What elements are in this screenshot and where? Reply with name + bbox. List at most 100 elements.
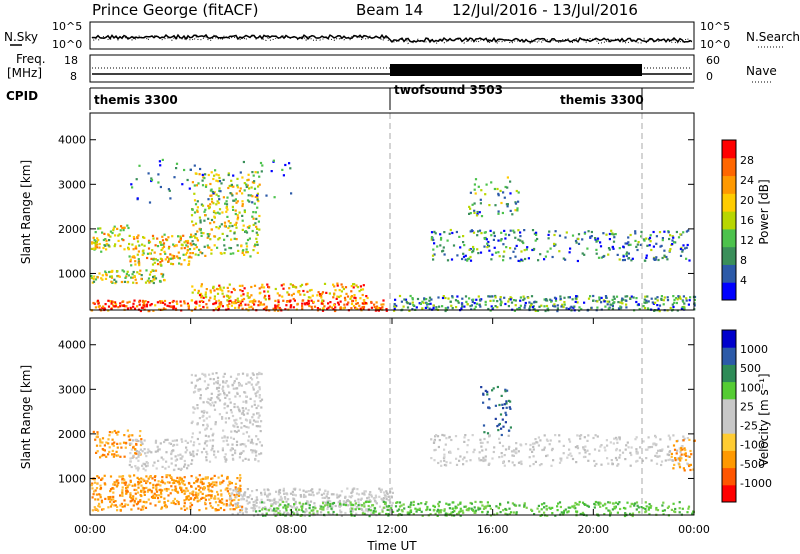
- range-cell-0: [186, 489, 190, 492]
- range-cell-7: [466, 444, 469, 447]
- range-cell-4: [208, 233, 211, 236]
- range-cell-6: [663, 509, 666, 512]
- range-cell-7: [497, 239, 500, 242]
- range-cell-7: [478, 459, 481, 462]
- range-cell-4: [236, 214, 239, 217]
- range-cell-7: [575, 241, 578, 244]
- range-cell-7: [648, 446, 651, 449]
- range-cell-0: [132, 302, 135, 305]
- range-cell-7: [680, 445, 683, 448]
- range-cell-6: [494, 294, 497, 298]
- range-cell-8: [506, 186, 509, 189]
- nsky-label: N.Sky: [4, 30, 38, 44]
- range-cell-0: [229, 495, 232, 498]
- range-cell-0: [272, 307, 275, 310]
- range-cell-3: [260, 452, 263, 455]
- range-cell-6: [425, 302, 428, 305]
- range-cell-6: [576, 301, 579, 304]
- range-cell-6: [554, 299, 558, 302]
- range-cell-6: [688, 299, 691, 302]
- range-cell-3: [193, 441, 196, 444]
- range-cell-3: [190, 235, 193, 238]
- range-cell-6: [487, 307, 490, 311]
- range-cell-0: [228, 482, 231, 485]
- range-cell-7: [635, 245, 638, 248]
- range-cell-3: [233, 380, 236, 383]
- range-cell-4: [348, 500, 351, 503]
- range-cell-3: [192, 411, 195, 414]
- range-cell-3: [247, 458, 250, 461]
- range-cell-6: [559, 295, 562, 298]
- xtick-1: 04:00: [175, 523, 207, 536]
- range-cell-0: [231, 504, 235, 507]
- range-cell-6: [524, 304, 527, 307]
- range-cell-6: [619, 301, 622, 304]
- range-cell-7: [652, 443, 655, 446]
- range-cell-6: [672, 295, 675, 298]
- range-cell-4: [379, 489, 382, 492]
- range-cell-5: [247, 296, 250, 299]
- range-cell-6: [412, 500, 415, 503]
- range-cell-0: [306, 303, 309, 306]
- range-cell-7: [610, 459, 613, 462]
- range-cell-6: [619, 305, 622, 308]
- range-cell-3: [134, 263, 137, 266]
- range-cell-7: [490, 258, 493, 261]
- range-cell-8: [506, 203, 509, 206]
- range-cell-0: [196, 500, 199, 503]
- range-cell-8: [486, 432, 490, 435]
- range-cell-4: [384, 495, 387, 498]
- range-cell-0: [148, 309, 151, 313]
- range-cell-0: [236, 503, 239, 507]
- range-cell-6: [636, 504, 639, 507]
- range-cell-0: [226, 475, 229, 479]
- range-cell-0: [124, 481, 128, 484]
- range-cell-3: [250, 449, 253, 452]
- range-cell-3: [206, 423, 209, 426]
- power-colorbar-swatch: [722, 140, 736, 159]
- range-cell-1: [125, 272, 128, 276]
- range-cell-7: [444, 443, 447, 446]
- range-cell-5: [363, 502, 366, 505]
- range-cell-6: [545, 508, 548, 511]
- range-cell-7: [456, 254, 459, 257]
- range-cell-4: [236, 184, 239, 187]
- range-cell-7: [583, 232, 586, 235]
- range-cell-5: [362, 299, 365, 302]
- range-cell-4: [359, 503, 362, 506]
- range-cell-4: [359, 498, 362, 501]
- range-cell-4: [195, 237, 199, 240]
- range-cell-7: [478, 451, 481, 454]
- range-cell-3: [141, 243, 144, 246]
- range-cell-6: [575, 503, 579, 506]
- range-cell-0: [191, 491, 194, 494]
- range-cell-4: [355, 492, 359, 495]
- range-cell-0: [165, 506, 168, 509]
- range-cell-0: [215, 484, 218, 487]
- range-cell-7: [535, 233, 538, 236]
- range-cell-6: [679, 297, 682, 300]
- range-cell-7: [642, 440, 645, 443]
- range-cell-4: [194, 233, 197, 236]
- range-cell-7: [503, 454, 506, 457]
- range-cell-0: [185, 487, 188, 490]
- range-cell-0: [248, 306, 251, 309]
- range-cell-3: [246, 412, 249, 415]
- range-cell-5: [369, 509, 372, 512]
- range-cell-0: [276, 304, 279, 308]
- range-cell-9: [212, 192, 215, 195]
- range-cell-2: [180, 467, 183, 470]
- range-cell-7: [682, 244, 685, 247]
- range-cell-0: [176, 476, 179, 479]
- range-cell-2: [189, 451, 192, 454]
- range-cell-6: [687, 507, 690, 510]
- range-cell-7: [513, 464, 516, 467]
- range-cell-0: [230, 482, 233, 485]
- range-cell-3: [254, 392, 257, 395]
- range-cell-4: [343, 501, 346, 504]
- range-cell-4: [246, 502, 249, 505]
- range-cell-5: [266, 283, 269, 286]
- range-cell-6: [468, 297, 471, 300]
- range-cell-0: [112, 500, 115, 503]
- range-cell-7: [581, 238, 584, 241]
